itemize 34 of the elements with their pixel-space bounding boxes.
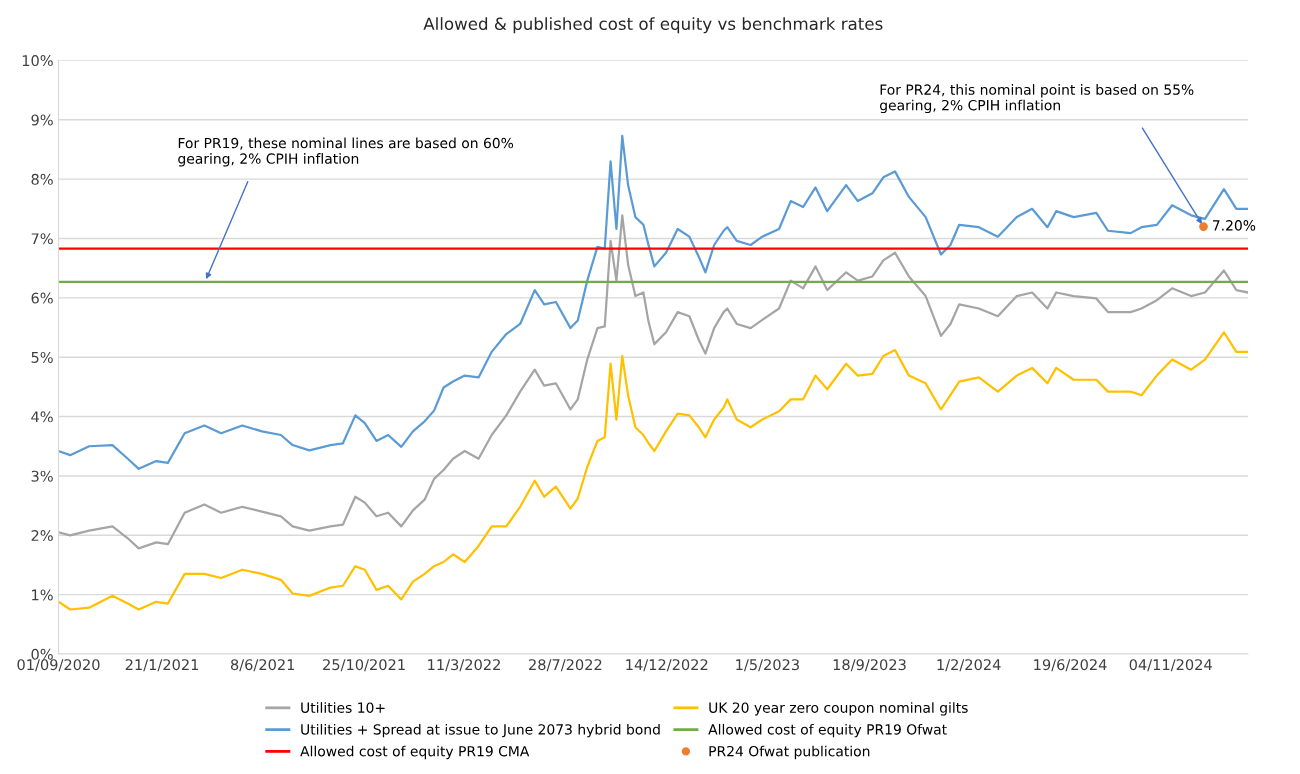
legend-label: PR24 Ofwat publication <box>709 745 870 760</box>
x-tick-label: 11/3/2022 <box>428 659 500 672</box>
legend-label: Utilities 10+ <box>301 702 385 713</box>
x-tick-label: 14/12/2022 <box>626 659 708 672</box>
x-tick-label: 1/2/2024 <box>937 659 1001 672</box>
y-tick-label: 5% <box>31 351 53 363</box>
y-tick-label: 10% <box>22 55 53 67</box>
x-tick-label: 01/09/2020 <box>17 659 100 672</box>
y-tick-label: 0% <box>31 648 53 660</box>
y-tick-label: 8% <box>31 173 53 185</box>
x-tick-label: 21/1/2021 <box>125 659 199 672</box>
legend-label: Utilities + Spread at issue to June 2073 hybrid bond <box>301 723 660 738</box>
x-tick-label: 25/10/2021 <box>323 659 405 672</box>
chart-title: Allowed & published cost of equity vs benchmark rates <box>423 17 883 34</box>
y-tick-label: 2% <box>31 530 53 542</box>
legend-label: Allowed cost of equity PR19 Ofwat <box>708 723 947 738</box>
legend-label: UK 20 year zero coupon nominal gilts <box>709 702 968 716</box>
y-tick-label: 6% <box>31 292 53 304</box>
legend-label: Allowed cost of equity PR19 CMA <box>300 745 530 760</box>
y-tick-label: 9% <box>31 114 53 126</box>
y-tick-label: 7% <box>31 233 53 245</box>
annotation: For PR24, this nominal point is based on 55% gearing, 2% CPIH inflation <box>880 84 1194 114</box>
y-tick-label: 4% <box>31 411 53 423</box>
data-label: 7.20% <box>1212 220 1256 231</box>
x-tick-label: 1/5/2023 <box>736 659 799 672</box>
y-tick-label: 1% <box>32 589 53 601</box>
y-tick-label: 3% <box>31 470 53 482</box>
x-tick-label: 19/6/2024 <box>1034 659 1107 672</box>
x-tick-label: 18/9/2023 <box>833 659 906 672</box>
annotation: For PR19, these nominal lines are based on 60% gearing, 2% CPIH inflation <box>178 137 514 167</box>
x-tick-label: 04/11/2024 <box>1129 659 1212 672</box>
line-series <box>58 331 1248 611</box>
x-tick-label: 28/7/2022 <box>529 659 602 672</box>
x-tick-label: 8/6/2021 <box>230 659 295 672</box>
